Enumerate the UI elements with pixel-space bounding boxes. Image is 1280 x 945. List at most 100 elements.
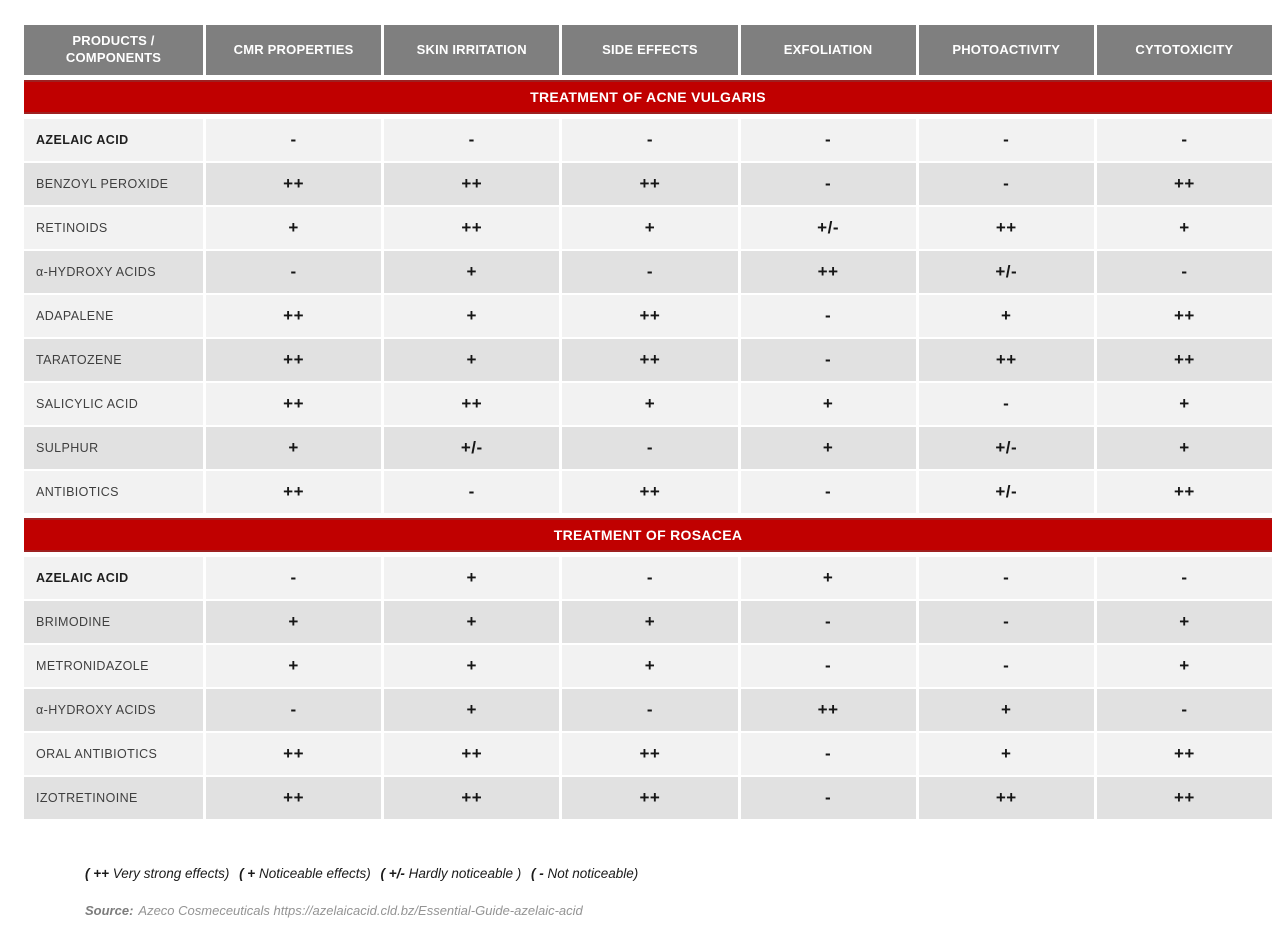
cell-value: - (1096, 251, 1272, 293)
cell-value: ++ (206, 471, 382, 513)
cell-value: +/- (918, 251, 1094, 293)
cell-value: ++ (206, 339, 382, 381)
cell-value: + (384, 689, 560, 731)
column-header: CYTOTOXICITY (1096, 25, 1272, 75)
cell-value: + (384, 557, 560, 599)
cell-value: ++ (562, 471, 738, 513)
cell-value: ++ (1096, 777, 1272, 819)
source-prefix: Source: (85, 903, 134, 918)
row-label: BRIMODINE (24, 601, 203, 643)
cell-value: - (740, 163, 916, 205)
cell-value: + (562, 601, 738, 643)
cell-value: - (206, 557, 382, 599)
cell-value: + (384, 295, 560, 337)
cell-value: ++ (384, 207, 560, 249)
row-label: IZOTRETINOINE (24, 777, 203, 819)
cell-value: +/- (384, 427, 560, 469)
section-banner: TREATMENT OF ACNE VULGARIS (24, 80, 1272, 114)
column-header: SKIN IRRITATION (384, 25, 560, 75)
row-label: ORAL ANTIBIOTICS (24, 733, 203, 775)
column-header: PHOTOACTIVITY (918, 25, 1094, 75)
cell-value: ++ (384, 163, 560, 205)
cell-value: ++ (206, 383, 382, 425)
cell-value: - (918, 557, 1094, 599)
cell-value: - (918, 119, 1094, 161)
legend-label: Hardly noticeable ) (404, 866, 525, 881)
row-label: AZELAIC ACID (24, 119, 203, 161)
cell-value: + (384, 251, 560, 293)
cell-value: +/- (918, 427, 1094, 469)
column-header: SIDE EFFECTS (562, 25, 738, 75)
row-label: α-HYDROXY ACIDS (24, 251, 203, 293)
cell-value: ++ (384, 383, 560, 425)
column-header: CMR PROPERTIES (206, 25, 382, 75)
source-line: Source: Azeco Cosmeceuticals https://azel… (85, 903, 583, 918)
cell-value: + (1096, 645, 1272, 687)
cell-value: + (206, 645, 382, 687)
cell-value: ++ (384, 777, 560, 819)
cell-value: - (562, 557, 738, 599)
row-label: BENZOYL PEROXIDE (24, 163, 203, 205)
legend-item: ( ++ Very strong effects) (85, 866, 233, 881)
cell-value: - (206, 119, 382, 161)
cell-value: ++ (1096, 471, 1272, 513)
cell-value: ++ (562, 777, 738, 819)
cell-value: ++ (918, 777, 1094, 819)
comparison-grid: PRODUCTS / COMPONENTS CMR PROPERTIES SKIN … (24, 25, 1272, 819)
cell-value: + (206, 427, 382, 469)
cell-value: ++ (1096, 733, 1272, 775)
cell-value: - (740, 119, 916, 161)
cell-value: - (918, 601, 1094, 643)
column-header-products: PRODUCTS / COMPONENTS (24, 25, 203, 75)
cell-value: + (384, 339, 560, 381)
cell-value: - (1096, 557, 1272, 599)
cell-value: + (384, 645, 560, 687)
cell-value: + (740, 427, 916, 469)
legend-symbol: ( - (530, 866, 544, 881)
cell-value: + (1096, 427, 1272, 469)
cell-value: - (562, 427, 738, 469)
legend-symbol: ( ++ (85, 866, 110, 881)
cell-value: ++ (206, 163, 382, 205)
cell-value: ++ (918, 207, 1094, 249)
cell-value: - (918, 163, 1094, 205)
legend: ( ++ Very strong effects) ( + Noticeable… (85, 866, 644, 881)
legend-label: Very strong effects) (109, 866, 234, 881)
cell-value: - (918, 645, 1094, 687)
legend-label: Noticeable effects) (255, 866, 375, 881)
legend-symbol: ( + (239, 866, 256, 881)
cell-value: + (562, 645, 738, 687)
cell-value: ++ (384, 733, 560, 775)
cell-value: ++ (562, 733, 738, 775)
cell-value: + (1096, 601, 1272, 643)
cell-value: + (918, 689, 1094, 731)
legend-item: ( +/- Hardly noticeable ) (381, 866, 525, 881)
legend-item: ( - Not noticeable) (531, 866, 638, 881)
cell-value: ++ (1096, 295, 1272, 337)
cell-value: ++ (1096, 339, 1272, 381)
cell-value: - (740, 645, 916, 687)
cell-value: - (1096, 689, 1272, 731)
cell-value: ++ (740, 251, 916, 293)
legend-item: ( + Noticeable effects) (239, 866, 374, 881)
cell-value: ++ (206, 777, 382, 819)
cell-value: + (562, 383, 738, 425)
legend-symbol: ( +/- (380, 866, 405, 881)
cell-value: + (740, 557, 916, 599)
cell-value: - (918, 383, 1094, 425)
row-label: ANTIBIOTICS (24, 471, 203, 513)
cell-value: ++ (562, 163, 738, 205)
cell-value: + (562, 207, 738, 249)
cell-value: - (206, 689, 382, 731)
cell-value: - (1096, 119, 1272, 161)
cell-value: +/- (918, 471, 1094, 513)
cell-value: ++ (740, 689, 916, 731)
cell-value: - (562, 119, 738, 161)
cell-value: ++ (562, 295, 738, 337)
cell-value: + (918, 295, 1094, 337)
cell-value: + (918, 733, 1094, 775)
row-label: TARATOZENE (24, 339, 203, 381)
cell-value: + (206, 207, 382, 249)
row-label: ADAPALENE (24, 295, 203, 337)
